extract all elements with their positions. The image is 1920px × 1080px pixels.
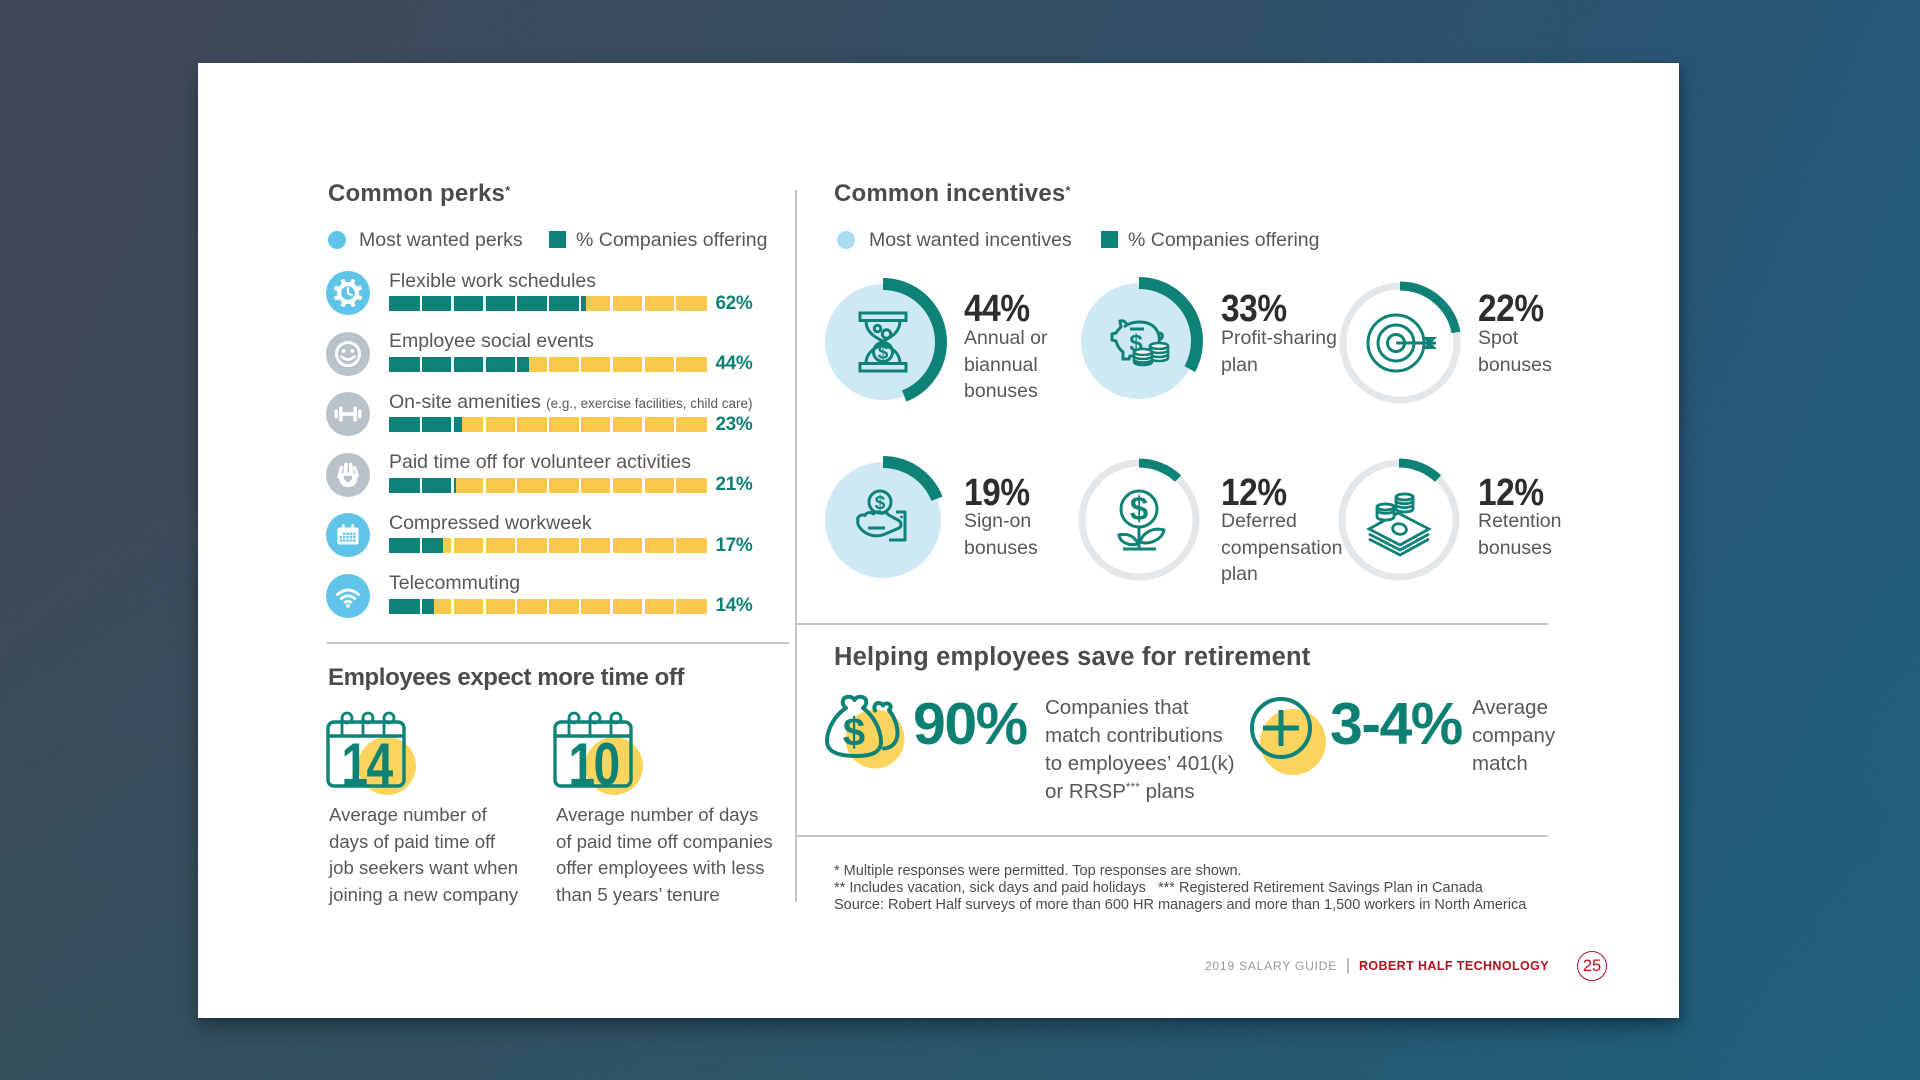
svg-text:$: $	[878, 343, 889, 364]
svg-text:14: 14	[341, 731, 393, 798]
svg-text:$: $	[1130, 490, 1148, 527]
svg-text:10: 10	[568, 731, 618, 798]
svg-text:$: $	[875, 493, 886, 514]
svg-text:$: $	[843, 711, 865, 755]
